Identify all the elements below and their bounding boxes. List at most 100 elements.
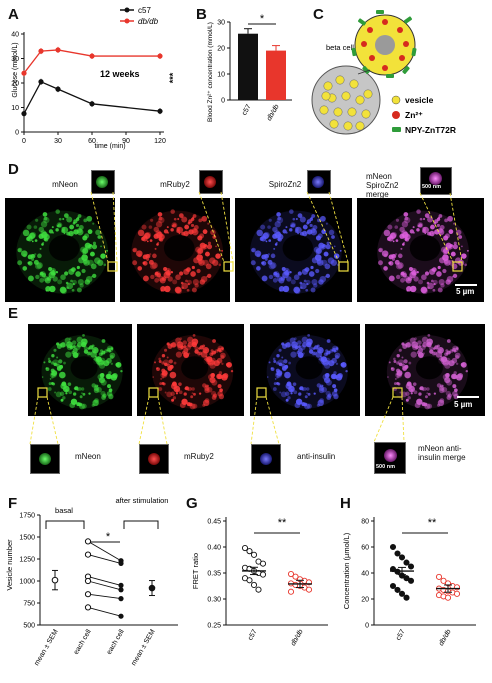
- fluorescent-vesicle: [80, 246, 87, 253]
- fluorescent-vesicle: [294, 402, 301, 409]
- fluorescent-vesicle: [401, 221, 409, 228]
- fluorescent-vesicle: [289, 209, 294, 214]
- fluorescent-vesicle: [405, 277, 412, 284]
- fluorescent-vesicle: [166, 356, 169, 359]
- fluorescent-vesicle: [72, 345, 76, 349]
- fluorescent-vesicle: [404, 216, 409, 221]
- fluorescent-vesicle: [455, 373, 463, 381]
- fluorescent-vesicle: [398, 348, 402, 352]
- fluorescent-vesicle: [156, 272, 162, 278]
- nucleus: [48, 234, 80, 262]
- fluorescent-vesicle: [256, 266, 261, 271]
- fluorescent-vesicle: [47, 357, 51, 361]
- fluorescent-vesicle: [279, 391, 282, 394]
- f-y-tick-label: 1250: [19, 557, 35, 564]
- fluorescent-vesicle: [77, 278, 84, 286]
- panel-a-chart: 0 30 60 90 120 0 10 20 30 40 Glucose (mmol/L) tim…: [11, 6, 178, 150]
- fluorescent-vesicle: [217, 345, 224, 353]
- fluorescent-vesicle: [325, 349, 329, 353]
- fluorescent-vesicle: [443, 235, 449, 241]
- fluorescent-vesicle: [406, 289, 409, 292]
- fluorescent-vesicle: [160, 378, 162, 380]
- fluorescent-vesicle: [400, 247, 403, 250]
- g-point-c57: [241, 544, 249, 552]
- fluorescent-vesicle: [287, 396, 291, 400]
- fluorescent-vesicle: [206, 356, 213, 363]
- c-legend-probe: NPY-ZnT72R: [405, 125, 456, 135]
- fluorescent-vesicle: [71, 232, 73, 234]
- fluorescent-vesicle: [452, 273, 458, 279]
- fluorescent-vesicle: [306, 282, 309, 286]
- h-y-tick-label: 20: [361, 597, 369, 604]
- fluorescent-vesicle: [83, 349, 89, 354]
- fluorescent-vesicle: [161, 381, 165, 385]
- fluorescent-vesicle: [161, 373, 164, 376]
- fluorescent-vesicle: [212, 235, 217, 239]
- c-zinc-ion: [382, 65, 388, 71]
- fluorescent-vesicle: [437, 399, 445, 407]
- fluorescent-vesicle: [320, 356, 327, 363]
- b-y-tick-label: 10: [217, 72, 225, 79]
- fluorescent-vesicle: [159, 277, 166, 284]
- fluorescent-vesicle: [75, 223, 80, 228]
- fluorescent-vesicle: [297, 345, 301, 349]
- fluorescent-vesicle: [427, 334, 431, 337]
- fluorescent-vesicle: [273, 360, 277, 363]
- fluorescent-vesicle: [306, 229, 313, 235]
- fluorescent-vesicle: [101, 339, 106, 343]
- fluorescent-vesicle: [310, 287, 316, 293]
- fluorescent-vesicle: [89, 251, 95, 257]
- fluorescent-vesicle: [432, 288, 436, 292]
- d-caption-mruby2: mRuby2: [160, 180, 190, 189]
- fluorescent-vesicle: [387, 376, 389, 378]
- a-legend: c57 db/db: [120, 6, 159, 26]
- fluorescent-vesicle: [302, 224, 308, 230]
- fluorescent-vesicle: [300, 282, 307, 290]
- fluorescent-vesicle: [182, 340, 188, 345]
- a-point-c57: [157, 108, 163, 114]
- fluorescent-vesicle: [334, 355, 339, 360]
- fluorescent-vesicle: [75, 217, 80, 222]
- fluorescent-vesicle: [212, 259, 219, 266]
- fluorescent-vesicle: [324, 362, 331, 369]
- fluorescent-vesicle: [154, 247, 157, 250]
- g-point-c57: [246, 548, 253, 555]
- f-category-label: mean ± SEM: [33, 628, 59, 667]
- fluorescent-vesicle: [194, 349, 199, 354]
- fluorescent-vesicle: [308, 349, 314, 354]
- h-y-tick-label: 0: [365, 623, 369, 630]
- fluorescent-vesicle: [59, 365, 62, 368]
- h-point-c57: [403, 559, 410, 566]
- fluorescent-vesicle: [107, 384, 112, 389]
- fluorescent-vesicle: [302, 342, 308, 348]
- fluorescent-vesicle: [199, 279, 206, 285]
- fluorescent-vesicle: [166, 231, 170, 234]
- c-vesicle: [319, 105, 329, 115]
- fluorescent-vesicle: [166, 226, 169, 229]
- e-inset-scale: 500 nm: [376, 464, 395, 470]
- a-annotation: 12 weeks: [100, 69, 140, 79]
- fluorescent-vesicle: [399, 233, 405, 239]
- fluorescent-vesicle: [191, 265, 195, 270]
- fluorescent-vesicle: [395, 372, 401, 378]
- c-probe: [402, 66, 410, 74]
- fluorescent-vesicle: [438, 278, 445, 286]
- fluorescent-vesicle: [66, 344, 73, 351]
- fluorescent-vesicle: [97, 235, 102, 239]
- d-cell-green: [16, 209, 109, 295]
- fluorescent-vesicle: [198, 347, 201, 350]
- fluorescent-vesicle: [440, 246, 448, 253]
- fluorescent-vesicle: [55, 209, 60, 214]
- fluorescent-vesicle: [289, 337, 296, 344]
- fluorescent-vesicle: [313, 246, 321, 253]
- fluorescent-vesicle: [188, 402, 193, 407]
- fluorescent-vesicle: [88, 392, 91, 395]
- fluorescent-vesicle: [345, 369, 348, 373]
- fluorescent-vesicle: [156, 367, 160, 372]
- fluorescent-vesicle: [110, 373, 118, 381]
- panel-c-diagram: beta cell vesicle Zn²⁺ NPY-ZnT72R: [311, 10, 456, 135]
- fluorescent-vesicle: [306, 392, 309, 395]
- fluorescent-vesicle: [432, 232, 434, 234]
- fluorescent-vesicle: [59, 391, 65, 396]
